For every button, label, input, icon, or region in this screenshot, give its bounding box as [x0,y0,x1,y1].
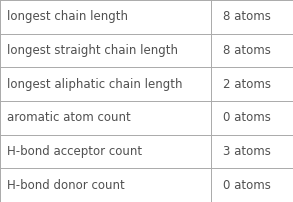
Text: longest straight chain length: longest straight chain length [7,44,178,57]
Text: 2 atoms: 2 atoms [223,78,271,91]
Text: 0 atoms: 0 atoms [223,111,270,124]
Text: aromatic atom count: aromatic atom count [7,111,131,124]
Text: 8 atoms: 8 atoms [223,44,270,57]
Text: 8 atoms: 8 atoms [223,10,270,23]
Text: 0 atoms: 0 atoms [223,179,270,192]
Text: H-bond acceptor count: H-bond acceptor count [7,145,142,158]
Text: H-bond donor count: H-bond donor count [7,179,125,192]
Text: longest chain length: longest chain length [7,10,128,23]
Text: longest aliphatic chain length: longest aliphatic chain length [7,78,183,91]
Text: 3 atoms: 3 atoms [223,145,270,158]
